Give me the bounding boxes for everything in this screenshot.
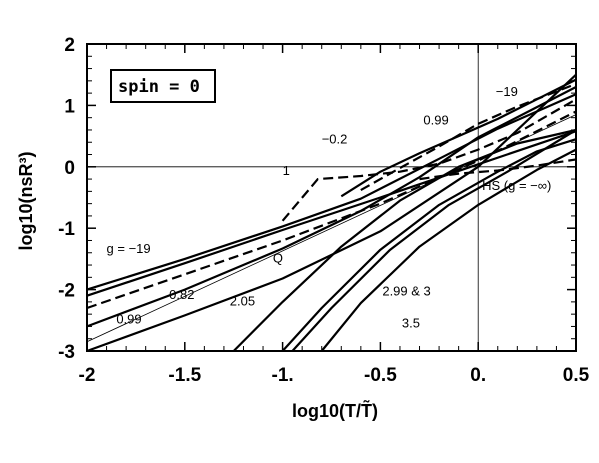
curve-annotation: HS (g = −∞): [482, 178, 551, 193]
spin-label-box: spin = 0: [110, 69, 216, 103]
curve-annotation: −0.2: [322, 131, 348, 146]
series-line-5: [281, 98, 577, 222]
curve-annotation: 2.05: [230, 294, 255, 309]
series-line-10: [281, 138, 577, 352]
x-axis-label: log10(T/T̃): [292, 399, 378, 421]
x-tick-label: -1.5: [168, 365, 201, 386]
series-line-1: [86, 93, 577, 291]
curve-annotation: 1: [283, 163, 290, 178]
x-tick-label: 0.: [470, 365, 486, 386]
y-tick-label: -1: [58, 219, 75, 240]
series-line-4: [86, 86, 577, 328]
curve-annotation: 0.99: [116, 311, 141, 326]
curve-annotation: Q: [273, 251, 283, 266]
series-line-12: [320, 148, 577, 352]
series-line-13: [86, 114, 577, 343]
curve-annotation: 3.5: [402, 316, 420, 331]
series-line-7: [340, 78, 577, 198]
curve-annotation: −19: [496, 84, 518, 99]
y-tick-label: 0: [64, 158, 75, 179]
curve-annotation: 2.99 & 3: [382, 284, 430, 299]
plot-frame: [86, 43, 577, 352]
x-tick-label: -1.: [272, 365, 294, 386]
y-axis-label: log10(nsR³): [16, 151, 36, 250]
x-tick-label: -0.5: [364, 365, 397, 386]
series-line-11: [291, 129, 577, 352]
y-tick-label: -2: [58, 281, 75, 302]
curve-annotation: 0.82: [169, 287, 194, 302]
y-tick-label: -3: [58, 342, 75, 363]
series-line-9: [232, 128, 577, 352]
y-tick-label: 1: [64, 96, 75, 117]
spin-label: spin = 0: [118, 77, 200, 97]
x-tick-label: 0.5: [563, 365, 590, 386]
y-tick-label: 2: [64, 35, 75, 56]
x-tick-label: -2: [79, 365, 96, 386]
series-line-0: [86, 130, 577, 297]
curve-annotation: 0.99: [423, 112, 448, 127]
curve-annotation: g = −19: [107, 241, 151, 256]
